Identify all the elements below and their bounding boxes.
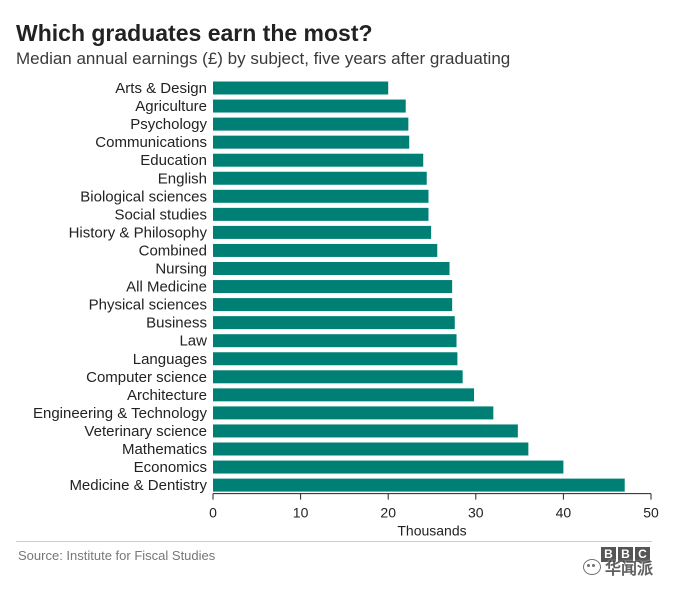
category-label: Communications <box>95 134 207 151</box>
bar <box>213 424 518 438</box>
bbc-logo: B B C <box>601 547 650 562</box>
bar <box>213 334 457 348</box>
category-labels: Arts & DesignAgriculturePsychologyCommun… <box>33 80 208 494</box>
bar <box>213 352 458 366</box>
x-axis-ticks: 0 10 20 30 40 50 <box>209 493 659 521</box>
category-label: Biological sciences <box>80 188 207 205</box>
category-label: Agriculture <box>135 98 207 115</box>
x-tick-label: 30 <box>468 505 484 521</box>
category-label: History & Philosophy <box>69 224 208 241</box>
bar <box>213 135 410 149</box>
bbc-logo-block: B <box>618 547 633 562</box>
category-label: Education <box>140 152 207 169</box>
x-tick-label: 20 <box>380 505 396 521</box>
category-label: Social studies <box>114 206 207 223</box>
category-label: Law <box>179 333 207 350</box>
x-axis-title: Thousands <box>397 523 466 539</box>
bar <box>213 243 438 257</box>
chat-bubble-icon <box>583 559 601 575</box>
bbc-logo-block: C <box>635 547 650 562</box>
bar <box>213 460 564 474</box>
category-label: Physical sciences <box>89 297 207 314</box>
watermark-text: 华闻派 <box>605 559 654 578</box>
bar <box>213 117 409 131</box>
category-label: Nursing <box>155 261 207 278</box>
category-label: Economics <box>134 459 207 476</box>
bars-group <box>213 81 625 492</box>
category-label: English <box>158 170 207 187</box>
bar <box>213 370 463 384</box>
bar <box>213 207 429 221</box>
bar <box>213 388 475 402</box>
category-label: Architecture <box>127 387 207 404</box>
x-tick-label: 40 <box>556 505 572 521</box>
bar <box>213 81 389 95</box>
category-label: Business <box>146 315 207 332</box>
category-label: Veterinary science <box>84 423 207 440</box>
x-tick-label: 10 <box>293 505 309 521</box>
bar <box>213 153 424 167</box>
chart-subtitle: Median annual earnings (£) by subject, f… <box>16 49 511 68</box>
footer-divider <box>16 541 652 542</box>
bbc-logo-block: B <box>601 547 616 562</box>
category-label: Arts & Design <box>115 80 207 97</box>
bar-chart: Arts & DesignAgriculturePsychologyCommun… <box>33 80 659 539</box>
bar <box>213 316 455 330</box>
bar <box>213 298 453 312</box>
bar <box>213 406 494 420</box>
bar <box>213 99 406 113</box>
watermark: 华闻派 <box>583 555 653 579</box>
source-note: Source: Institute for Fiscal Studies <box>18 548 216 563</box>
category-label: Computer science <box>86 369 207 386</box>
bar <box>213 478 625 492</box>
x-tick-label: 50 <box>643 505 659 521</box>
bar <box>213 280 453 294</box>
category-label: All Medicine <box>126 279 207 296</box>
chart-title: Which graduates earn the most? <box>16 20 373 46</box>
bar <box>213 442 529 456</box>
category-label: Medicine & Dentistry <box>69 477 207 494</box>
bar <box>213 262 450 275</box>
category-label: Languages <box>133 351 207 368</box>
category-label: Engineering & Technology <box>33 405 208 422</box>
bar <box>213 171 427 185</box>
category-label: Combined <box>139 242 207 259</box>
bar <box>213 189 429 203</box>
bar <box>213 225 432 239</box>
category-label: Mathematics <box>122 441 207 458</box>
x-tick-label: 0 <box>209 505 217 521</box>
category-label: Psychology <box>130 116 207 133</box>
